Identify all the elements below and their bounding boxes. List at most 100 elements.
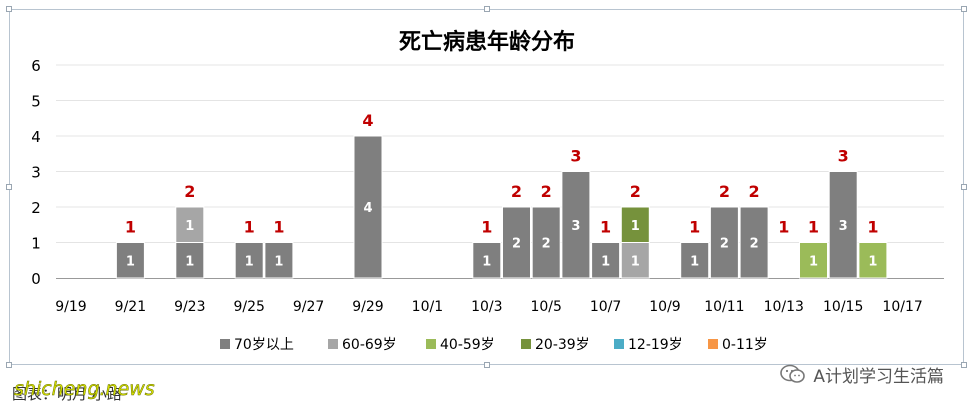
bar-total-label: 2 bbox=[719, 182, 730, 201]
x-tick-label: 10/15 bbox=[823, 299, 863, 315]
legend-swatch bbox=[220, 339, 230, 349]
bar-segment bbox=[858, 242, 888, 279]
x-tick-label: 9/29 bbox=[352, 299, 383, 315]
bar-segment bbox=[502, 206, 531, 279]
bar-segment-label: 2 bbox=[512, 237, 521, 252]
bar-segment bbox=[799, 242, 828, 279]
bar-segment bbox=[472, 242, 502, 279]
resize-handle-top-left[interactable] bbox=[6, 6, 12, 12]
legend-swatch bbox=[426, 339, 436, 349]
wechat-label: A计划学习生活篇 bbox=[813, 366, 944, 387]
bar-segment-label: 1 bbox=[185, 219, 194, 234]
bar-total-label: 4 bbox=[362, 111, 373, 130]
bar-segment-label: 1 bbox=[868, 254, 877, 269]
x-tick-label: 10/13 bbox=[764, 299, 804, 315]
legend-swatch bbox=[614, 339, 624, 349]
wechat-badge: A计划学习生活篇 bbox=[779, 362, 944, 387]
y-tick-label: 0 bbox=[31, 270, 41, 288]
bar-segment-label: 1 bbox=[274, 254, 283, 269]
bar-segment bbox=[620, 206, 650, 243]
bar-segment-label: 1 bbox=[126, 254, 135, 269]
bar-segment bbox=[561, 171, 591, 279]
x-tick-label: 10/7 bbox=[590, 299, 621, 315]
watermark: shicheng.news bbox=[14, 378, 155, 401]
resize-handle-top-right[interactable] bbox=[961, 6, 967, 12]
bar-segment-label: 1 bbox=[482, 254, 491, 269]
x-tick-label: 10/5 bbox=[530, 299, 561, 315]
bar-total-label: 1 bbox=[481, 218, 492, 237]
bar-segment bbox=[680, 242, 710, 279]
bar-segment bbox=[353, 135, 383, 279]
bar-total-label: 1 bbox=[273, 218, 284, 237]
bar-segment bbox=[620, 242, 650, 279]
bar-segment bbox=[234, 242, 264, 279]
legend-swatch bbox=[708, 339, 718, 349]
bar-total-label: 2 bbox=[184, 182, 195, 201]
bar-segment-label: 2 bbox=[542, 237, 551, 252]
bar-total-label: 1 bbox=[125, 218, 136, 237]
bar-total-label: 2 bbox=[749, 182, 760, 201]
bar-segment-label: 1 bbox=[809, 254, 818, 269]
bar-segment bbox=[828, 171, 858, 279]
x-axis: 9/19 9/21 9/23 9/25 9/27 9/29 10/1 10/3 10/5 10/7… bbox=[55, 299, 923, 315]
bar-segment-label: 1 bbox=[245, 254, 254, 269]
bar-segment-label: 2 bbox=[750, 237, 759, 252]
bar-segment-label: 1 bbox=[631, 219, 640, 234]
bar-segment-label: 2 bbox=[720, 237, 729, 252]
resize-handle-right[interactable] bbox=[961, 184, 967, 190]
resize-handle-bottom-right[interactable] bbox=[961, 362, 967, 368]
legend-label: 60-69岁 bbox=[342, 337, 397, 353]
bar-total-label: 3 bbox=[838, 147, 849, 166]
bar-segment bbox=[115, 242, 145, 279]
legend-swatch bbox=[328, 339, 338, 349]
legend-label: 0-11岁 bbox=[722, 337, 768, 353]
figure-caption: 图表：明月·小路 bbox=[12, 385, 122, 403]
resize-handle-bottom-left[interactable] bbox=[6, 362, 12, 368]
bar-total-label: 2 bbox=[541, 182, 552, 201]
legend-swatch bbox=[521, 339, 531, 349]
bar-segment bbox=[739, 206, 769, 279]
legend: 70岁以上 60-69岁 40-59岁 20-39岁 12-19岁 0-11岁 bbox=[220, 337, 768, 353]
x-tick-label: 10/3 bbox=[471, 299, 502, 315]
bar-segment-label: 1 bbox=[690, 254, 699, 269]
x-tick-label: 9/25 bbox=[233, 299, 264, 315]
resize-handle-top[interactable] bbox=[484, 6, 490, 12]
y-axis: 0 1 2 3 4 5 6 bbox=[31, 57, 41, 288]
x-tick-label: 9/27 bbox=[293, 299, 324, 315]
bar-segment bbox=[264, 242, 294, 279]
legend-label: 40-59岁 bbox=[440, 337, 495, 353]
resize-handle-left[interactable] bbox=[6, 184, 12, 190]
bar-segment bbox=[531, 206, 561, 279]
y-tick-label: 3 bbox=[31, 164, 41, 182]
x-tick-label: 9/21 bbox=[115, 299, 146, 315]
bar-segment bbox=[591, 242, 621, 279]
x-tick-label: 10/9 bbox=[649, 299, 680, 315]
y-tick-label: 4 bbox=[31, 128, 41, 146]
y-tick-label: 5 bbox=[31, 93, 41, 111]
resize-handle-bottom[interactable] bbox=[484, 362, 490, 368]
bar-segment bbox=[175, 206, 205, 243]
y-tick-label: 2 bbox=[31, 199, 41, 217]
x-tick-label: 10/17 bbox=[882, 299, 922, 315]
bar-total-label: 1 bbox=[778, 218, 789, 237]
x-tick-label: 9/23 bbox=[174, 299, 205, 315]
bar-segment-label: 1 bbox=[185, 254, 194, 269]
bar-segment-label: 1 bbox=[631, 254, 640, 269]
bar-total-label: 1 bbox=[808, 218, 819, 237]
bar-segment bbox=[709, 206, 739, 279]
bar-total-label: 2 bbox=[630, 182, 641, 201]
wechat-icon bbox=[780, 364, 806, 383]
chart-title: 死亡病患年龄分布 bbox=[399, 29, 575, 55]
x-tick-label: 10/1 bbox=[412, 299, 443, 315]
bar-total-label: 1 bbox=[867, 218, 878, 237]
bar-segment-label: 3 bbox=[839, 219, 848, 234]
chart-frame bbox=[6, 6, 967, 368]
bar-total-label: 1 bbox=[600, 218, 611, 237]
bar-total-label: 3 bbox=[570, 147, 581, 166]
x-tick-label: 9/19 bbox=[55, 299, 86, 315]
x-tick-label: 10/11 bbox=[704, 299, 744, 315]
bar-segment-label: 3 bbox=[571, 219, 580, 234]
bar-total-label: 1 bbox=[689, 218, 700, 237]
